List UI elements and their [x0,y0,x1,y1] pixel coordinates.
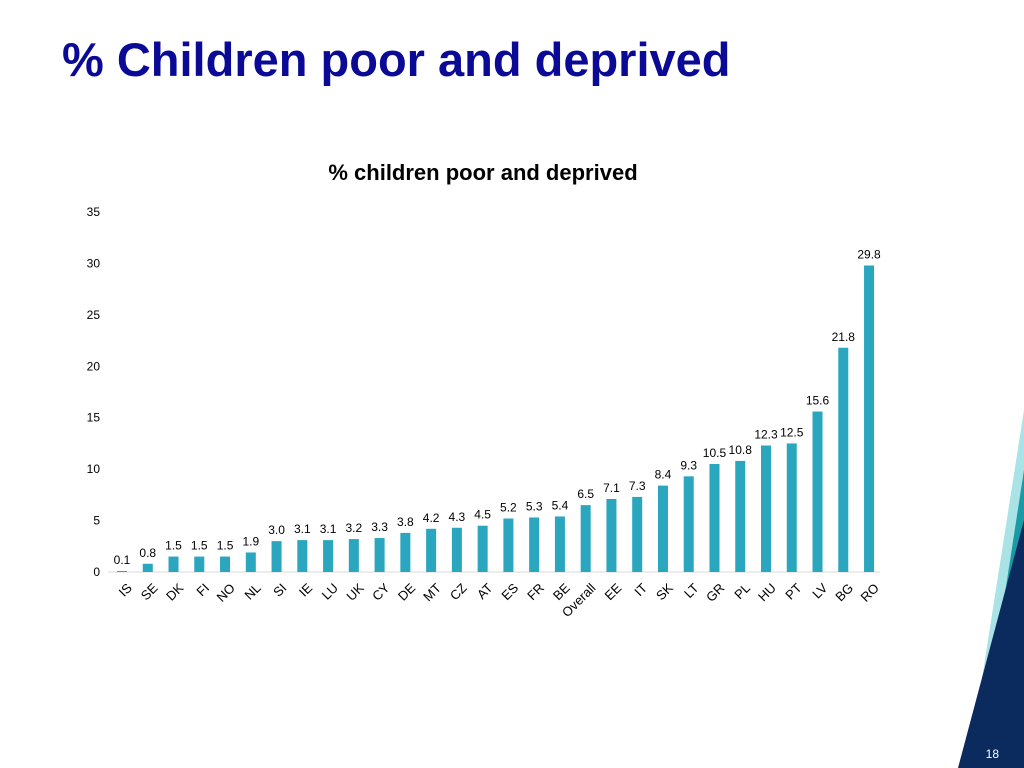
y-axis: 0 5 10 15 20 25 30 35 [87,205,101,579]
bar [220,556,231,572]
bar [529,517,540,572]
bar [400,532,411,572]
bar [657,485,668,572]
bar-value-label: 1.5 [217,539,234,553]
bar [838,347,849,572]
bar-value-label: 0.1 [114,553,131,567]
bar [451,527,462,572]
bar [323,540,334,572]
bar-value-label: 3.1 [294,522,311,536]
bar [606,498,617,572]
bar-value-label: 3.2 [345,521,362,535]
bar [297,540,308,572]
bar [632,496,643,572]
bar-value-label: 12.3 [754,427,778,441]
y-tick-label: 0 [93,565,100,579]
bar [503,518,514,572]
bar-value-label: 3.3 [371,520,388,534]
bar-value-label: 5.2 [500,501,517,515]
bar [812,411,823,572]
bar-value-label: 10.8 [729,443,753,457]
bar-value-label: 9.3 [680,458,697,472]
y-tick-label: 15 [87,411,101,425]
bar [245,552,256,572]
y-tick-label: 30 [87,256,101,270]
bar-value-label: 4.3 [449,510,466,524]
navy-corner-shape [958,520,1024,768]
bar-value-label: 4.5 [474,508,491,522]
bar-value-label: 1.5 [165,539,182,553]
bar [117,570,127,572]
bar [426,528,437,572]
bar-value-label: 12.5 [780,425,804,439]
y-tick-label: 35 [87,205,101,219]
bar [786,443,797,572]
y-tick-label: 10 [87,462,101,476]
bar-value-label: 4.2 [423,511,440,525]
bar [683,476,694,572]
bar-value-label: 7.3 [629,479,646,493]
bar [374,538,385,572]
bar-value-label: 8.4 [655,468,672,482]
bar-value-label: 1.5 [191,539,208,553]
bar-value-label: 15.6 [806,394,830,408]
bar [194,556,205,572]
bar-value-label: 0.8 [139,546,156,560]
bar [864,265,875,572]
bar [761,445,771,572]
chart-title: % children poor and deprived [328,160,637,185]
bar-value-label: 7.1 [603,481,620,495]
bar [554,516,565,572]
y-tick-label: 20 [87,359,101,373]
y-tick-label: 5 [93,514,100,528]
y-tick-label: 25 [87,308,101,322]
bar [348,539,359,572]
bar [477,525,488,572]
bar-value-label: 5.3 [526,499,543,513]
bar [580,505,591,572]
bar-value-label: 5.4 [552,498,569,512]
bar-value-label: 6.5 [577,487,594,501]
bar-value-label: 21.8 [832,330,856,344]
bar-value-label: 1.9 [242,534,259,548]
slide-number: 18 [985,747,999,761]
bar-value-label: 3.8 [397,515,414,529]
bar [735,460,746,572]
slide-title: % Children poor and deprived [62,33,731,86]
bars [117,265,875,572]
bar [271,541,282,572]
bar [142,563,153,572]
value-labels: 0.1 0.8 1.5 1.5 1.5 1.9 3.0 3.1 3.1 3.2 3.3 3.8 4.2 4… [114,247,881,566]
bar [168,556,179,572]
bar-value-label: 3.1 [320,522,337,536]
bar-value-label: 3.0 [268,523,285,537]
bar-value-label: 29.8 [857,247,881,261]
bar [709,464,720,572]
bar-value-label: 10.5 [703,446,727,460]
